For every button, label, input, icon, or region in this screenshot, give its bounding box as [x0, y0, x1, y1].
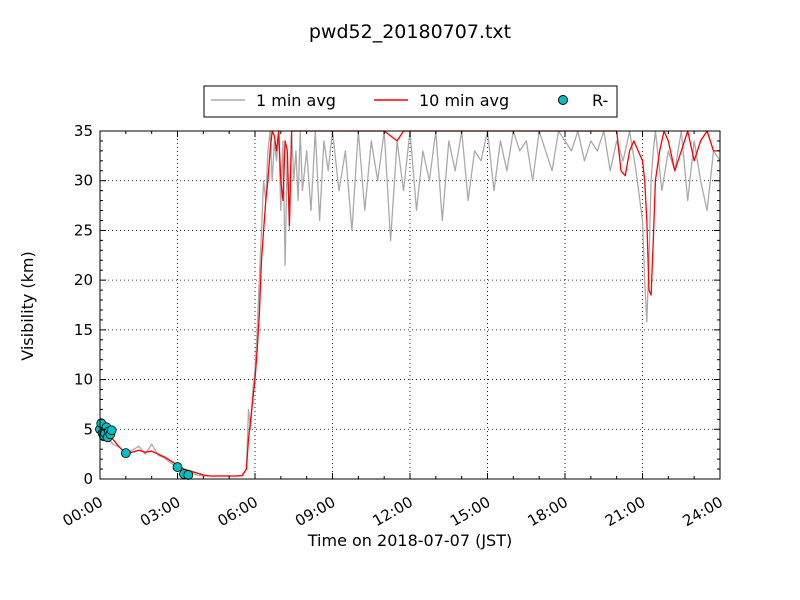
axes — [99, 130, 721, 480]
y-tick-labels: 0 5 10 15 20 25 30 35 — [74, 122, 93, 488]
x-tick-labels: 00:00 03:00 06:00 09:00 12:00 15:00 18:00 21:00… — [60, 493, 726, 530]
y-tick-label: 25 — [74, 221, 93, 239]
x-tick-label: 15:00 — [447, 493, 493, 530]
y-tick-label: 30 — [74, 172, 93, 190]
x-tick-label: 24:00 — [680, 493, 726, 530]
series-lines — [99, 130, 721, 477]
rain-marker — [183, 470, 194, 480]
rain-marker — [106, 425, 117, 436]
rain-marker — [172, 462, 183, 472]
legend-box — [203, 85, 618, 118]
x-axis-label: Time on 2018-07-07 (JST) — [307, 531, 512, 550]
x-tick-label: 09:00 — [292, 493, 338, 530]
y-tick-label: 20 — [74, 271, 93, 289]
x-tick-label: 06:00 — [215, 493, 261, 530]
x-tick-label: 18:00 — [525, 493, 571, 530]
legend-swatch-rain — [558, 95, 568, 105]
grid — [100, 131, 720, 479]
x-tick-label: 12:00 — [370, 493, 416, 530]
series-line-10min — [99, 130, 720, 477]
rain-marker — [120, 448, 131, 459]
legend-label-1min: 1 min avg — [256, 91, 336, 110]
x-tick-label: 21:00 — [602, 493, 648, 530]
legend-label-rain: R- — [592, 91, 608, 110]
y-tick-label: 10 — [74, 371, 93, 389]
y-tick-label: 5 — [83, 420, 93, 438]
legend: 1 min avg 10 min avg R- — [203, 85, 618, 118]
chart-title: pwd52_20180707.txt — [309, 21, 511, 43]
y-axis-label: Visibility (km) — [18, 251, 37, 360]
y-tick-label: 15 — [74, 321, 93, 339]
legend-label-10min: 10 min avg — [419, 91, 509, 110]
y-tick-label: 35 — [74, 122, 93, 140]
y-tick-label: 0 — [83, 470, 93, 488]
x-tick-label: 03:00 — [137, 493, 183, 530]
rain-markers — [95, 418, 194, 480]
x-tick-label: 00:00 — [60, 493, 106, 530]
